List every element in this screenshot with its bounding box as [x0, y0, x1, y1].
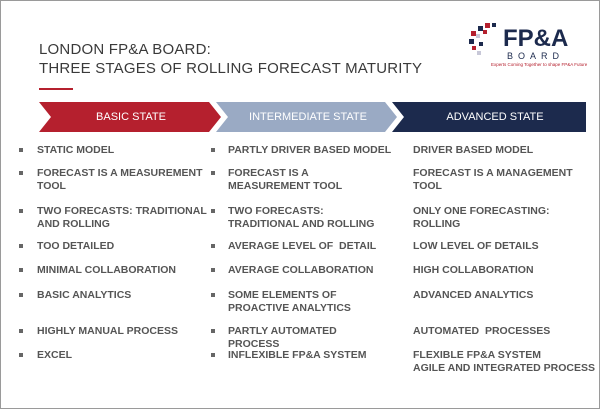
- stage-item: FORECAST IS A MEASUREMENT TOOL: [37, 167, 206, 192]
- stage-item: AGILE AND INTEGRATED PROCESS: [413, 362, 596, 374]
- bullet: [19, 329, 23, 333]
- stage-item: ONLY ONE FORECASTING: ROLLING: [413, 205, 553, 230]
- advanced-chevron: [392, 102, 586, 132]
- stage-item: HIGHLY MANUAL PROCESS: [37, 325, 178, 337]
- bullet: [211, 244, 215, 248]
- bullet: [19, 353, 23, 357]
- stage-item: SOME ELEMENTS OF PROACTIVE ANALYTICS: [228, 289, 351, 314]
- stage-item: TWO FORECASTS: TRADITIONAL AND ROLLING: [228, 205, 375, 230]
- bullet: [211, 353, 215, 357]
- stage-item: STATIC MODEL: [37, 144, 115, 156]
- stage-item: HIGH COLLABORATION: [413, 264, 534, 276]
- bullet: [19, 209, 23, 213]
- bullet: [19, 268, 23, 272]
- title-line: THREE STAGES OF ROLLING FORECAST MATURIT…: [39, 60, 423, 77]
- stage-item: FORECAST IS A MANAGEMENT TOOL: [413, 167, 576, 192]
- stage-item: MINIMAL COLLABORATION: [37, 264, 177, 276]
- basic-chevron: [39, 102, 221, 132]
- stage-item: PARTLY DRIVER BASED MODEL: [228, 144, 392, 156]
- stage-item: PARTLY AUTOMATED PROCESS: [228, 325, 343, 350]
- bullet: [211, 293, 215, 297]
- title-underline: [39, 88, 73, 90]
- stage-item: BASIC ANALYTICS: [37, 289, 132, 301]
- stage-item: AVERAGE COLLABORATION: [228, 264, 374, 276]
- stage-label: INTERMEDIATE STATE: [249, 111, 367, 123]
- logo-tagline: Experts Coming Together to shape FP&A Fu…: [491, 62, 588, 67]
- intermediate-chevron: [216, 102, 397, 132]
- stage-label: BASIC STATE: [96, 111, 166, 123]
- stage-item: EXCEL: [37, 349, 73, 361]
- bullet: [211, 209, 215, 213]
- stage-item: FORECAST IS A MEASUREMENT TOOL: [228, 167, 343, 192]
- bullet: [211, 171, 215, 175]
- stage-item: INFLEXIBLE FP&A SYSTEM: [228, 349, 367, 361]
- logo-icon: [469, 23, 496, 55]
- stage-item: TWO FORECASTS: TRADITIONAL AND ROLLING: [37, 205, 210, 230]
- stage-item: ADVANCED ANALYTICS: [413, 289, 534, 301]
- bullet: [211, 268, 215, 272]
- bullet: [211, 329, 215, 333]
- bullet: [19, 293, 23, 297]
- stage-item: TOO DETAILED: [37, 240, 115, 252]
- logo-name: FP&A: [503, 25, 569, 52]
- logo-sub: BOARD: [507, 51, 565, 61]
- bullet: [19, 148, 23, 152]
- stage-item: DRIVER BASED MODEL: [413, 144, 534, 156]
- bullet: [19, 244, 23, 248]
- title-line: LONDON FP&A BOARD:: [39, 41, 211, 58]
- stage-label: ADVANCED STATE: [446, 111, 544, 123]
- bullet: [19, 171, 23, 175]
- stage-item: AVERAGE LEVEL OF DETAIL: [228, 240, 377, 252]
- stage-item: LOW LEVEL OF DETAILS: [413, 240, 539, 252]
- bullet: [211, 148, 215, 152]
- stage-item: FLEXIBLE FP&A SYSTEM: [413, 349, 541, 361]
- stage-item: AUTOMATED PROCESSES: [413, 325, 551, 337]
